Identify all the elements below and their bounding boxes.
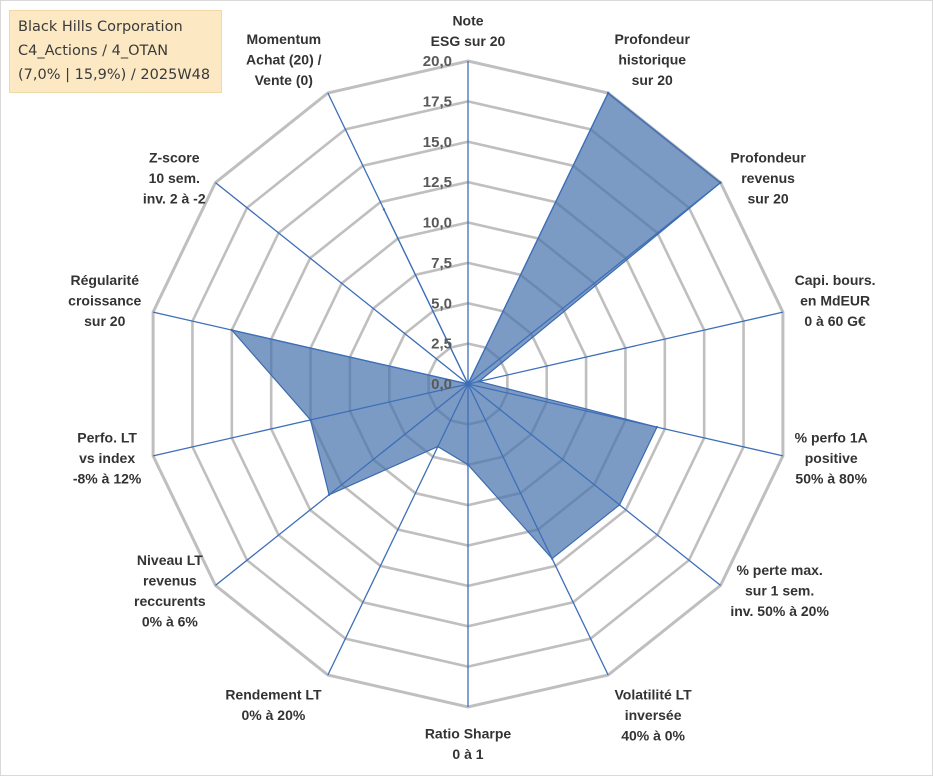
axis-spoke <box>152 383 469 457</box>
axis-label: Vente (0) <box>255 72 313 88</box>
axis-label: Z-score <box>149 149 200 165</box>
axis-label: ESG sur 20 <box>431 33 506 49</box>
axis-label: historique <box>618 51 686 67</box>
tick-label: 2,5 <box>431 336 452 353</box>
title-category: C4_Actions / 4_OTAN <box>18 43 169 59</box>
title-company: Black Hills Corporation <box>18 19 183 35</box>
axis-label: inversée <box>625 707 682 723</box>
axis-label: Capi. bours. <box>795 272 876 288</box>
axis-spoke <box>327 383 469 676</box>
axis-label: revenus <box>741 170 795 186</box>
axis-spoke <box>467 92 609 385</box>
axis-label: inv. 50% à 20% <box>730 603 829 619</box>
axis-spoke <box>467 383 784 457</box>
axis-label: Rendement LT <box>225 687 322 703</box>
axis-label: Ratio Sharpe <box>425 726 512 742</box>
axis-label: revenus <box>143 572 197 588</box>
axis-label: Régularité <box>71 272 140 288</box>
tick-label: 20,0 <box>423 53 452 70</box>
axis-label: Profondeur <box>614 31 690 47</box>
axis-spoke <box>467 311 784 385</box>
axis-label: 10 sem. <box>149 170 200 186</box>
axis-label: sur 20 <box>747 190 788 206</box>
axis-spoke <box>467 182 721 385</box>
tick-label: 17,5 <box>423 93 452 110</box>
axis-label: Profondeur <box>730 149 806 165</box>
axis-label: 0% à 20% <box>242 707 306 723</box>
axis-label: vs index <box>79 450 135 466</box>
axis-label: reccurents <box>134 593 206 609</box>
axis-label: positive <box>805 450 858 466</box>
axis-label: 0 à 60 G€ <box>804 313 866 329</box>
title-box: Black Hills Corporation C4_Actions / 4_O… <box>9 10 222 93</box>
axis-spoke <box>152 311 469 385</box>
axis-label: sur 1 sem. <box>745 583 814 599</box>
axis-labels: Note ESG sur 20 Profondeur historique sur 20… <box>68 13 875 763</box>
axis-label: croissance <box>68 293 141 309</box>
axis-label: % perte max. <box>736 562 822 578</box>
axis-label: Perfo. LT <box>77 429 137 445</box>
tick-label: 15,0 <box>423 134 452 151</box>
axis-label: en MdEUR <box>800 293 870 309</box>
axis-label: Achat (20) / <box>246 51 322 67</box>
axis-label: sur 20 <box>632 72 673 88</box>
axis-label: inv. 2 à -2 <box>143 190 206 206</box>
axis-label: -8% à 12% <box>73 470 142 486</box>
axis-label: sur 20 <box>84 313 125 329</box>
tick-label: 7,5 <box>431 255 452 272</box>
axis-label: 50% à 80% <box>795 470 867 486</box>
axis-spoke <box>215 383 469 586</box>
axis-spoke <box>467 383 609 676</box>
tick-label: 12,5 <box>423 174 452 191</box>
axis-spoke <box>215 182 469 385</box>
axis-label: Momentum <box>246 31 321 47</box>
axis-spoke <box>467 383 721 586</box>
tick-labels: 0,0 2,5 5,0 7,5 10,0 12,5 15,0 17,5 20,0 <box>423 53 452 393</box>
tick-label: 5,0 <box>431 295 452 312</box>
axis-label: Volatilité LT <box>614 687 692 703</box>
axis-label: 0 à 1 <box>452 746 483 762</box>
tick-label: 0,0 <box>431 376 452 393</box>
tick-label: 10,0 <box>423 215 452 232</box>
axis-spoke <box>327 92 469 385</box>
axis-label: % perfo 1A <box>795 429 868 445</box>
axis-label: Note <box>452 13 483 29</box>
axis-label: 40% à 0% <box>621 728 685 744</box>
axis-label: Niveau LT <box>137 552 203 568</box>
title-stats: (7,0% | 15,9%) / 2025W48 <box>18 67 211 83</box>
axis-label: 0% à 6% <box>142 613 199 629</box>
axis-spokes <box>152 61 784 707</box>
